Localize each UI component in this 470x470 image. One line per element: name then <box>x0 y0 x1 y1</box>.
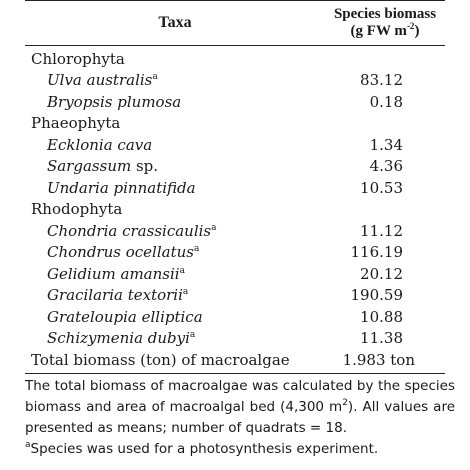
species-name: Sargassum <box>47 157 132 176</box>
species-row: Gracilaria textoriia 190.59 <box>25 285 445 307</box>
notes-text-b: ). All values are presented as means; nu… <box>25 399 456 436</box>
species-name: Schizymenia dubyi <box>47 329 190 348</box>
species-biomass: 4.36 <box>369 157 403 176</box>
species-row: Chondrus ocellatusa 116.19 <box>25 242 445 264</box>
species-name-cell: Bryopsis plumosa <box>25 93 330 111</box>
species-biomass: 10.88 <box>360 307 403 326</box>
header-biomass-line1: Species biomass <box>333 6 437 22</box>
species-name: Chondrus ocellatus <box>47 243 194 262</box>
species-biomass: 190.59 <box>350 286 404 305</box>
species-biomass: 11.12 <box>360 221 403 240</box>
table-body: Chlorophyta Ulva australisa 83.12 Bryopsis … <box>25 46 445 349</box>
group-row: Chlorophyta <box>25 48 445 70</box>
footnote-marker: a <box>179 265 185 276</box>
species-qualifier: sp. <box>131 157 159 176</box>
species-name: Gracilaria textorii <box>47 286 183 305</box>
species-name: Ecklonia cava <box>47 135 153 154</box>
species-biomass: 83.12 <box>360 71 403 90</box>
species-row: Grateloupia elliptica 10.88 <box>25 306 445 328</box>
species-biomass: 0.18 <box>369 92 403 111</box>
footnote: aSpecies was used for a photosynthesis e… <box>25 439 455 460</box>
species-row: Bryopsis plumosa 0.18 <box>25 91 445 113</box>
species-row: Schizymenia dubyia 11.38 <box>25 328 445 350</box>
species-biomass: 20.12 <box>360 264 403 283</box>
header-taxa: Taxa <box>158 14 192 31</box>
species-name-cell: Schizymenia dubyia <box>25 329 330 347</box>
total-value: 1.983 ton <box>342 350 415 369</box>
group-name: Chlorophyta <box>31 49 125 68</box>
notes-exponent: 2 <box>342 398 348 408</box>
species-name: Undaria pinnatifida <box>47 178 196 197</box>
group-row: Rhodophyta <box>25 199 445 221</box>
total-row: Total biomass (ton) of macroalgae 1.983 … <box>25 349 445 371</box>
footnote-marker: a <box>152 72 158 83</box>
species-name-cell: Gelidium amansiia <box>25 265 330 283</box>
header-unit-exponent: -2 <box>406 21 415 31</box>
top-rule <box>25 0 445 1</box>
species-name: Bryopsis plumosa <box>47 92 182 111</box>
group-name: Rhodophyta <box>31 200 123 219</box>
species-biomass: 11.38 <box>360 329 403 348</box>
species-name: Ulva australis <box>47 71 153 90</box>
species-row: Ecklonia cava 1.34 <box>25 134 445 156</box>
header-rule <box>25 45 445 46</box>
total-label: Total biomass (ton) of macroalgae <box>31 350 290 369</box>
species-row: Undaria pinnatifida 10.53 <box>25 177 445 199</box>
footnote-marker: a <box>211 222 217 233</box>
footnote-mark: a <box>25 440 31 450</box>
species-name-cell: Gracilaria textoriia <box>25 286 330 304</box>
species-name: Gelidium amansii <box>47 264 180 283</box>
header-unit-prefix: (g FW m <box>350 23 407 39</box>
footnote-marker: a <box>189 330 196 341</box>
species-name-cell: Chondrus ocellatusa <box>25 243 330 261</box>
footnote-marker: a <box>193 244 200 255</box>
species-name-cell: Undaria pinnatifida <box>25 179 330 197</box>
footnote-marker: a <box>182 287 189 298</box>
header-biomass: Species biomass (g FW m-2) <box>325 6 445 40</box>
group-row: Phaeophyta <box>25 113 445 135</box>
species-name-cell: Ecklonia cava <box>25 136 330 154</box>
table-header: Taxa Species biomass (g FW m-2) <box>25 1 445 45</box>
footnote-text: Species was used for a photosynthesis ex… <box>30 441 379 457</box>
species-row: Gelidium amansiia 20.12 <box>25 263 445 285</box>
species-name-cell: Chondria crassicaulisa <box>25 222 330 240</box>
header-biomass-line2: (g FW m-2) <box>325 21 445 40</box>
notes-paragraph: The total biomass of macroalgae was calc… <box>25 376 455 439</box>
species-name-cell: Sargassum sp. <box>25 157 330 175</box>
header-unit-suffix: ) <box>414 23 420 39</box>
species-row: Sargassum sp. 4.36 <box>25 156 445 178</box>
species-biomass: 116.19 <box>350 243 404 262</box>
species-name: Grateloupia elliptica <box>47 307 203 326</box>
bottom-rule <box>25 372 445 374</box>
species-biomass: 1.34 <box>369 135 403 154</box>
species-name: Chondria crassicaulis <box>47 221 212 240</box>
table-notes: The total biomass of macroalgae was calc… <box>25 376 455 460</box>
species-row: Ulva australisa 83.12 <box>25 70 445 92</box>
species-row: Chondria crassicaulisa 11.12 <box>25 220 445 242</box>
notes-text-a: The total biomass of macroalgae was calc… <box>25 378 455 415</box>
species-name-cell: Grateloupia elliptica <box>25 308 330 326</box>
group-name: Phaeophyta <box>31 114 121 133</box>
biomass-table: Taxa Species biomass (g FW m-2) Chloroph… <box>25 0 445 374</box>
species-name-cell: Ulva australisa <box>25 71 330 89</box>
species-biomass: 10.53 <box>360 178 403 197</box>
